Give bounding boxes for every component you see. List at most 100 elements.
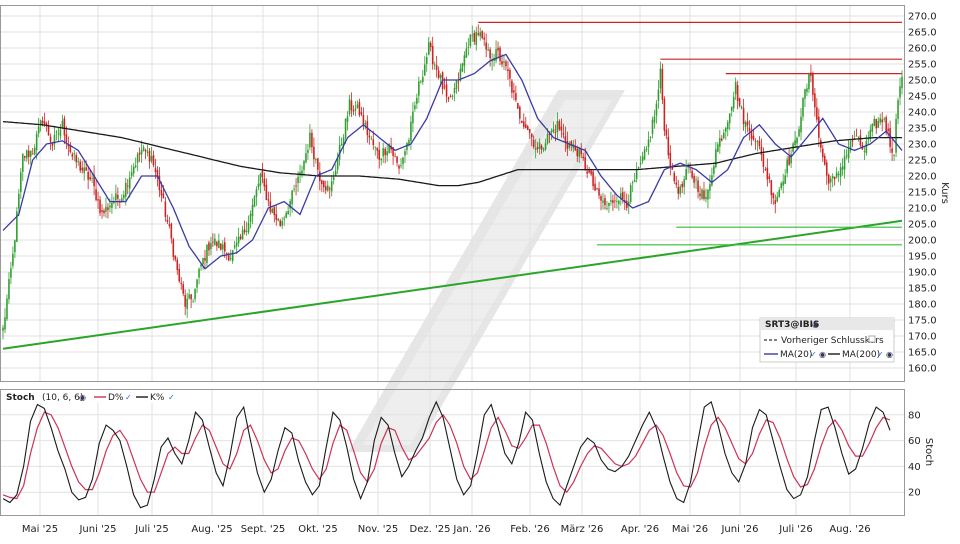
candle	[130, 164, 133, 179]
candle	[425, 52, 428, 72]
candle	[285, 210, 287, 219]
ma200-check-icon[interactable]: ✓	[877, 350, 884, 359]
legend-ma20: MA(20)	[780, 350, 812, 360]
candle	[354, 101, 357, 117]
candle	[863, 146, 866, 160]
candle	[281, 217, 283, 229]
candle	[647, 131, 650, 155]
candle	[449, 94, 452, 98]
candle	[196, 278, 198, 294]
price-tick-labels: 160.0 165.0 170.0 175.0 180.0 185.0 190.0 195.0…	[908, 12, 937, 375]
candle	[558, 119, 561, 131]
candle	[695, 176, 697, 189]
candle	[515, 85, 517, 102]
candle	[39, 119, 42, 132]
candle	[594, 176, 596, 192]
stoch-title: Stoch	[6, 393, 35, 403]
candle	[798, 125, 800, 138]
candle	[376, 147, 379, 159]
candle	[879, 113, 882, 126]
candle	[390, 137, 392, 154]
candle	[192, 298, 194, 303]
candle	[4, 308, 6, 334]
candle	[71, 152, 74, 161]
candle	[198, 267, 200, 285]
legend-k: K%	[150, 393, 165, 403]
k-check-icon[interactable]: ✓	[168, 393, 175, 402]
candle	[73, 149, 76, 162]
candle	[255, 186, 258, 206]
candle	[715, 142, 717, 169]
candle	[202, 257, 204, 270]
candle	[317, 157, 319, 178]
candle	[780, 181, 782, 191]
candle	[79, 159, 82, 174]
month-labels: Mai '25 Juni '25 Juli '25 Aug. '25 Sept. '25…	[22, 524, 871, 535]
candle	[721, 135, 723, 142]
candle	[340, 137, 343, 146]
candle	[117, 187, 119, 206]
candle	[746, 112, 749, 133]
month-label: Feb. '26	[510, 524, 550, 535]
ma20-globe-icon[interactable]: ◉	[819, 350, 826, 359]
candle	[823, 153, 826, 166]
candle	[760, 138, 763, 162]
candle	[433, 61, 436, 70]
candle	[271, 207, 274, 214]
legend-prev-close: Vorheriger Schlusskurs	[781, 336, 884, 346]
candle	[782, 173, 784, 194]
candle	[717, 142, 719, 153]
candle	[404, 148, 406, 163]
candle	[16, 207, 18, 243]
candle	[150, 147, 153, 164]
candle	[758, 136, 761, 150]
candle	[223, 237, 226, 258]
candle	[59, 124, 62, 140]
candle	[111, 193, 113, 214]
candle	[756, 139, 759, 152]
price-tick-label: 250.0	[908, 76, 937, 87]
ma200-globe-icon[interactable]: ◉	[886, 350, 893, 359]
candle	[897, 97, 899, 125]
price-tick-label: 230.0	[908, 140, 937, 151]
candle	[847, 140, 850, 163]
candle	[128, 171, 131, 198]
candle	[176, 257, 179, 275]
stoch-globe-icon[interactable]: ◉	[79, 393, 86, 402]
candle	[736, 80, 739, 110]
prev-close-checkbox[interactable]	[868, 335, 876, 343]
candle	[55, 130, 58, 141]
ma20-check-icon[interactable]: ✓	[810, 350, 817, 359]
candle	[63, 115, 66, 145]
candle	[2, 324, 4, 340]
candle	[812, 71, 814, 102]
price-tick-label: 170.0	[908, 332, 937, 343]
candle	[65, 126, 68, 150]
candle	[265, 178, 268, 201]
candle	[455, 79, 458, 95]
candle	[679, 184, 682, 198]
candle	[513, 82, 515, 101]
candle	[528, 128, 531, 139]
legend-d: D%	[108, 393, 124, 403]
price-tick-label: 210.0	[908, 204, 937, 215]
candle	[855, 128, 858, 137]
globe-icon[interactable]: ◉	[812, 320, 819, 329]
stoch-tick-labels: 20 40 60 80	[908, 410, 921, 498]
candle	[97, 191, 99, 209]
candle	[136, 151, 139, 172]
candle	[800, 108, 802, 141]
candle	[168, 216, 171, 229]
candle	[81, 160, 83, 174]
candle	[105, 197, 107, 218]
candle	[356, 100, 359, 109]
candle	[277, 218, 280, 222]
d-check-icon[interactable]: ✓	[125, 393, 132, 402]
candle	[313, 137, 315, 167]
candle	[182, 281, 184, 297]
candle	[303, 160, 305, 176]
candle	[475, 26, 478, 51]
candle	[602, 192, 604, 210]
candle	[107, 203, 109, 219]
